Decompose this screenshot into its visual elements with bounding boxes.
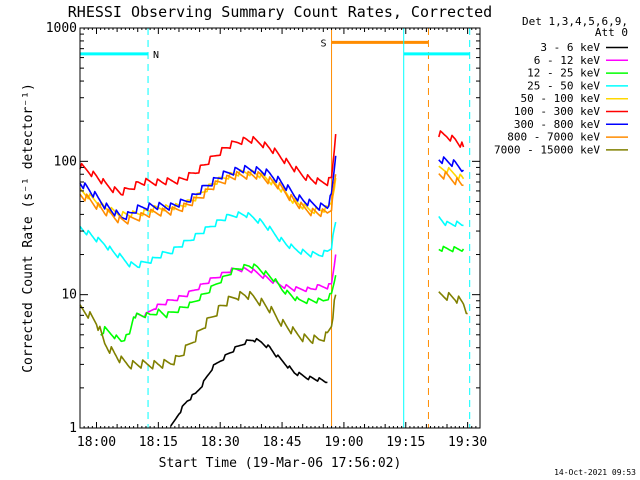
series-line bbox=[79, 170, 464, 225]
annotation-segment-2 bbox=[403, 28, 470, 428]
series-path bbox=[438, 165, 465, 181]
legend-entry: 6 - 12 keV bbox=[534, 54, 628, 67]
series-line bbox=[100, 245, 465, 343]
chart-title: RHESSI Observing Summary Count Rates, Co… bbox=[68, 3, 492, 21]
x-tick-label: 18:15 bbox=[139, 435, 178, 450]
series-line bbox=[79, 155, 465, 221]
x-tick-label: 18:45 bbox=[262, 435, 301, 450]
series-line bbox=[79, 290, 468, 370]
series-path bbox=[438, 291, 468, 315]
series-path bbox=[79, 169, 337, 219]
y-tick-label: 100 bbox=[54, 154, 77, 169]
series-line bbox=[79, 165, 465, 219]
series-path bbox=[79, 170, 337, 225]
series-line bbox=[133, 254, 337, 319]
legend-label: 50 - 100 keV bbox=[521, 92, 601, 105]
x-tick-label: 19:00 bbox=[324, 435, 363, 450]
annotation-label: S bbox=[321, 38, 327, 49]
series-path bbox=[79, 211, 337, 269]
legend-entry: 7000 - 15000 keV bbox=[494, 143, 628, 156]
legend-label: 7000 - 15000 keV bbox=[494, 143, 600, 156]
legend-header: Att 0 bbox=[595, 26, 628, 39]
y-tick-label: 1 bbox=[69, 421, 77, 436]
legend-entry: 300 - 800 keV bbox=[514, 118, 628, 131]
legend-label: 12 - 25 keV bbox=[527, 67, 600, 80]
legend-entry: 12 - 25 keV bbox=[527, 67, 628, 80]
series-path bbox=[438, 156, 465, 173]
x-tick-label: 19:30 bbox=[448, 435, 487, 450]
legend-entry: 50 - 100 keV bbox=[521, 92, 628, 105]
legend-label: 800 - 7000 keV bbox=[507, 131, 600, 144]
series-path bbox=[79, 290, 337, 370]
legend-label: 25 - 50 keV bbox=[527, 79, 600, 92]
y-tick-label: 1000 bbox=[46, 21, 77, 36]
y-axis-label: Corrected Count Rate (s⁻¹ detector⁻¹) bbox=[21, 83, 36, 373]
legend-entry: 25 - 50 keV bbox=[527, 79, 628, 92]
series-path bbox=[133, 254, 337, 319]
plot-area: NS bbox=[79, 28, 471, 428]
legend-label: 6 - 12 keV bbox=[534, 54, 601, 67]
legend-label: 3 - 6 keV bbox=[540, 41, 600, 54]
x-tick-label: 19:15 bbox=[386, 435, 425, 450]
series-path bbox=[438, 245, 465, 253]
series-path bbox=[100, 263, 337, 343]
series-path bbox=[438, 215, 464, 227]
legend-label: 300 - 800 keV bbox=[514, 118, 600, 131]
annotation-s: S bbox=[321, 28, 429, 428]
axes: 18:00 18:15 18:30 18:45 19:00 19:15 19:30 1 10 10… bbox=[46, 21, 488, 450]
legend-entry: 100 - 300 keV bbox=[514, 105, 628, 118]
x-axis-label: Start Time (19-Mar-06 17:56:02) bbox=[159, 456, 402, 471]
footer-timestamp: 14-Oct-2021 09:53 bbox=[554, 468, 636, 477]
legend-label: 100 - 300 keV bbox=[514, 105, 600, 118]
series-path bbox=[79, 134, 337, 196]
legend-entry: 800 - 7000 keV bbox=[507, 131, 628, 144]
series-path bbox=[438, 130, 465, 148]
plot-frame bbox=[79, 27, 481, 429]
x-tick-label: 18:00 bbox=[77, 435, 116, 450]
series-line bbox=[79, 130, 465, 196]
legend-entry: 3 - 6 keV bbox=[540, 41, 628, 54]
annotation-label: N bbox=[153, 50, 159, 61]
x-tick-label: 18:30 bbox=[201, 435, 240, 450]
legend-header: Det 1,3,4,5,6,9, bbox=[522, 15, 628, 28]
series-path bbox=[170, 337, 328, 427]
y-tick-label: 10 bbox=[61, 288, 77, 303]
series-line bbox=[79, 211, 464, 269]
annotation-n: N bbox=[79, 28, 471, 428]
series-path bbox=[438, 171, 464, 187]
series-path bbox=[79, 155, 337, 221]
series-line bbox=[170, 337, 328, 427]
